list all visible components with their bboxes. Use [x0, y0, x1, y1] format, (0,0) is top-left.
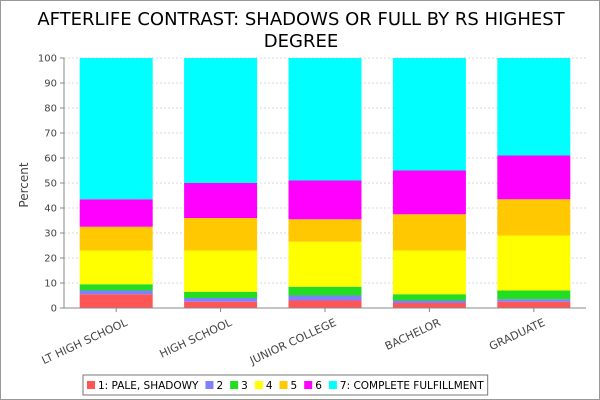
legend-label: 1: PALE, SHADOWY [98, 380, 199, 392]
bar-segment-bachelor-series-6 [392, 170, 466, 215]
y-tick-label: 40 [44, 204, 57, 215]
y-tick-label: 100 [38, 54, 57, 65]
legend-swatch [254, 381, 263, 389]
chart-title: AFTERLIFE CONTRAST: SHADOWS OR FULL BY R… [37, 9, 565, 52]
x-tick-label: HIGH SCHOOL [158, 316, 235, 361]
y-tick-label: 80 [44, 104, 57, 115]
x-tick-label: GRADUATE [487, 316, 547, 353]
legend-label: 4 [266, 380, 273, 392]
y-tick-label: 60 [44, 154, 57, 165]
x-tick-label: LT HIGH SCHOOL [40, 316, 131, 367]
y-tick-label: 90 [44, 79, 57, 90]
y-tick-label: 0 [51, 304, 57, 315]
legend-label: 3 [241, 380, 248, 392]
chart-title-line-2: DEGREE [264, 31, 338, 52]
bar-segment-high-school-series-3 [184, 291, 258, 298]
legend-swatch [328, 381, 337, 389]
bar-segment-graduate-series-3 [497, 290, 571, 300]
x-tick-label: JUNIOR COLLEGE [247, 316, 338, 368]
bar-segment-junior-college-series-5 [288, 219, 362, 242]
bar-segment-graduate-series-4 [497, 235, 571, 291]
bar-segment-junior-college-series-4 [288, 241, 362, 287]
bar-segment-lt-high-school-series-6 [79, 199, 153, 227]
y-axis-label: Percent [17, 162, 31, 207]
bar-segment-lt-high-school-series-1 [79, 294, 153, 308]
bar-segment-high-school-series-5 [184, 218, 258, 251]
y-tick-label: 30 [44, 229, 57, 240]
legend-swatch [87, 381, 95, 389]
bar-segment-high-school-series-1 [184, 301, 258, 308]
bar-segment-junior-college-series-2 [288, 295, 362, 301]
bar-segment-graduate-series-2 [497, 299, 571, 302]
chart-title-line-1: AFTERLIFE CONTRAST: SHADOWS OR FULL BY R… [37, 9, 565, 30]
legend-swatch [230, 381, 239, 389]
bar-segment-junior-college-series-6 [288, 180, 362, 220]
bar-segment-bachelor-series-2 [392, 300, 466, 303]
legend-label: 5 [291, 380, 298, 392]
bar-segment-lt-high-school-series-7 [79, 58, 153, 200]
legend-swatch [304, 381, 313, 389]
bar-segment-lt-high-school-series-4 [79, 250, 153, 285]
bar-segment-high-school-series-2 [184, 298, 258, 302]
bar-segment-junior-college-series-7 [288, 58, 362, 181]
bar-segment-graduate-series-1 [497, 301, 571, 308]
legend-label: 7: COMPLETE FULFILLMENT [340, 380, 484, 392]
bar-segment-graduate-series-7 [497, 58, 571, 156]
bar-segment-bachelor-series-1 [392, 303, 466, 308]
bar-segment-lt-high-school-series-2 [79, 290, 153, 295]
bar-segment-graduate-series-6 [497, 155, 571, 200]
y-tick-label: 20 [44, 254, 57, 265]
legend-swatch [279, 381, 288, 389]
bar-segment-high-school-series-6 [184, 183, 258, 218]
bar-segment-bachelor-series-4 [392, 250, 466, 295]
x-tick-label: BACHELOR [383, 316, 443, 353]
bar-segment-bachelor-series-7 [392, 58, 466, 171]
y-tick-label: 50 [44, 179, 57, 190]
legend-label: 6 [315, 380, 322, 392]
bar-segment-bachelor-series-3 [392, 294, 466, 301]
bar-segment-high-school-series-7 [184, 58, 258, 183]
bar-segment-lt-high-school-series-3 [79, 284, 153, 291]
y-axis-label-group: Percent [17, 162, 31, 207]
y-tick-label: 70 [44, 129, 57, 140]
y-tick-label: 10 [44, 279, 57, 290]
bar-segment-graduate-series-5 [497, 199, 571, 236]
bar-segment-junior-college-series-3 [288, 286, 362, 296]
bar-segment-junior-college-series-1 [288, 300, 362, 308]
legend-swatch [205, 381, 214, 389]
bar-segment-lt-high-school-series-5 [79, 226, 153, 251]
bar-stacks [79, 58, 571, 308]
legend: 1: PALE, SHADOWY 2 3 4 5 6 7: COMPLETE FULFILL… [82, 374, 489, 396]
bar-segment-bachelor-series-5 [392, 214, 466, 251]
bar-segment-high-school-series-4 [184, 250, 258, 292]
legend-label: 2 [216, 380, 223, 392]
